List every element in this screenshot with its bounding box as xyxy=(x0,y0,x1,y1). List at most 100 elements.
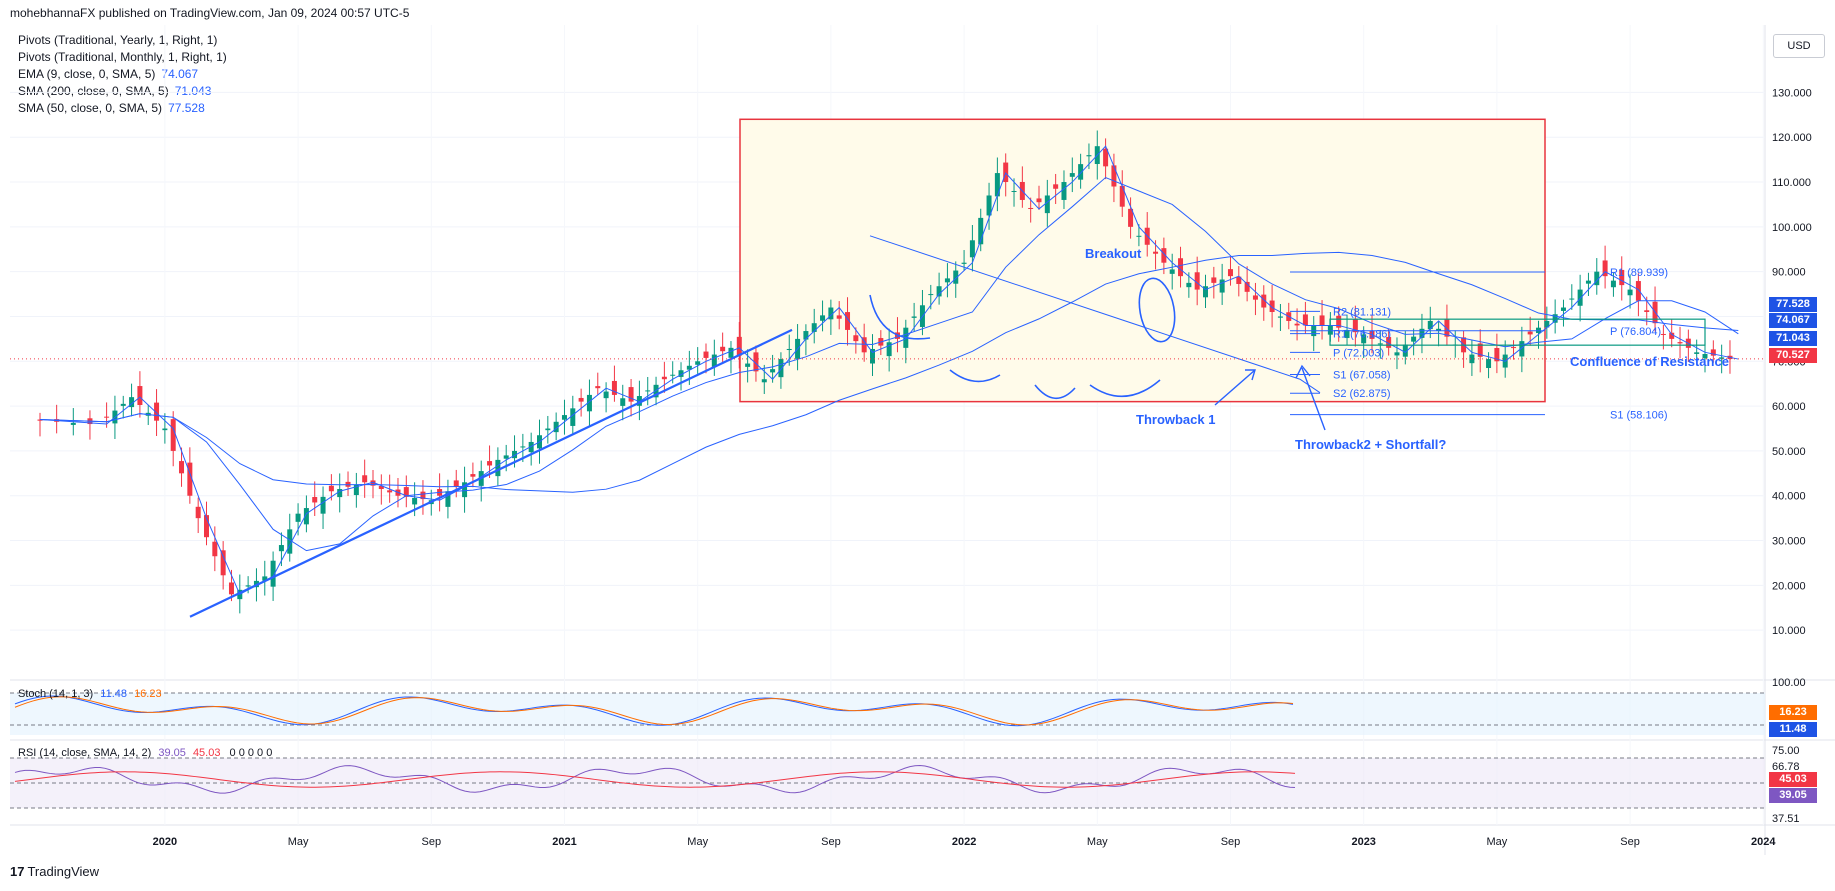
candle-body xyxy=(520,446,526,448)
candle-body xyxy=(1061,182,1067,200)
candle-body xyxy=(245,585,251,587)
candle-body xyxy=(170,419,176,451)
tradingview-logo[interactable]: 17 TradingView xyxy=(10,864,100,879)
candle-body xyxy=(1161,248,1167,263)
candle-body xyxy=(1386,337,1392,348)
uptrend-line xyxy=(189,328,793,618)
candle-body xyxy=(861,337,867,353)
y-tick-label: 40.000 xyxy=(1772,491,1806,503)
candle-body xyxy=(1136,235,1142,237)
candle-body xyxy=(1594,271,1600,286)
candle-body xyxy=(886,342,892,357)
candle-body xyxy=(1302,314,1308,326)
candle-body xyxy=(104,416,110,418)
candle-body xyxy=(445,491,451,507)
candle-body xyxy=(811,323,817,332)
candle-body xyxy=(561,415,567,420)
y-tick-label: 60.000 xyxy=(1772,401,1806,413)
x-tick-label: 2020 xyxy=(153,836,177,848)
y-tick-label: 10.000 xyxy=(1772,625,1806,637)
candle-body xyxy=(453,480,459,487)
monthly-pivot-label: S1 (67.058) xyxy=(1333,369,1390,381)
candle-body xyxy=(1277,316,1283,318)
candle-body xyxy=(1719,357,1725,359)
candle-body xyxy=(786,348,792,351)
x-tick-label: May xyxy=(1087,836,1108,848)
legend-ema[interactable]: EMA (9, close, 0, SMA, 5) 74.067 xyxy=(18,67,199,81)
candle-body xyxy=(403,487,409,497)
candle-body xyxy=(1511,347,1517,349)
last-price-tag: 70.527 xyxy=(1769,348,1817,363)
candle-body xyxy=(1394,352,1400,356)
candle-body xyxy=(628,387,634,402)
y-tick-label: 100.000 xyxy=(1772,222,1812,234)
candle-body xyxy=(545,428,551,431)
candle-body xyxy=(287,529,293,554)
monthly-pivot-label: P (72.003) xyxy=(1333,347,1384,359)
candle-body xyxy=(770,369,776,373)
y-tick-label: 110.000 xyxy=(1772,177,1811,189)
arrow-throwback1 xyxy=(1214,369,1256,406)
candle-body xyxy=(195,506,201,519)
legend-sma200[interactable]: SMA (200, close, 0, SMA, 5) 71.043 xyxy=(18,84,212,98)
monthly-pivot-label: S2 (62.875) xyxy=(1333,388,1390,400)
x-tick-label: May xyxy=(1487,836,1508,848)
candle-body xyxy=(1269,300,1275,312)
x-tick-label: Sep xyxy=(821,836,841,848)
legend-monthly-pivots[interactable]: Pivots (Traditional, Monthly, 1, Right, … xyxy=(18,50,227,64)
candle-body xyxy=(1577,289,1583,306)
candle-body xyxy=(262,576,268,581)
candle-body xyxy=(1644,310,1650,312)
candle-body xyxy=(570,408,576,426)
candle-body xyxy=(936,286,942,297)
candle-body xyxy=(1244,281,1250,292)
candle-body xyxy=(636,396,642,406)
candle-body xyxy=(1352,319,1358,333)
candle-body xyxy=(1619,269,1625,286)
arc-right-bottom xyxy=(1089,379,1161,398)
candle-body xyxy=(703,351,709,358)
candle-body xyxy=(378,485,384,490)
candle-body xyxy=(1544,320,1550,328)
candle-body xyxy=(1702,354,1708,359)
breakout-circle xyxy=(1138,277,1176,343)
monthly-pivot-label: R1 (76.186) xyxy=(1333,329,1391,341)
candle-body xyxy=(653,384,659,398)
candle-body xyxy=(129,397,135,408)
candle-body xyxy=(1402,344,1408,357)
candle-body xyxy=(1236,276,1242,284)
candle-body xyxy=(620,398,626,406)
stoch-k-tag: 11.48 xyxy=(1769,722,1817,737)
rsi-label[interactable]: RSI (14, close, SMA, 14, 2) 39.05 45.03 … xyxy=(18,747,273,759)
candle-body xyxy=(1444,319,1450,337)
candle-body xyxy=(1552,314,1558,323)
x-tick-label: May xyxy=(687,836,708,848)
rsi-axis-label: 37.51 xyxy=(1772,813,1800,825)
candle-body xyxy=(670,374,676,376)
candle-body xyxy=(969,240,975,258)
stoch-label[interactable]: Stoch (14, 1, 3) 11.48 16.23 xyxy=(18,688,162,700)
legend-yearly-pivots[interactable]: Pivots (Traditional, Yearly, 1, Right, 1… xyxy=(18,33,218,47)
candle-body xyxy=(528,441,534,453)
candle-body xyxy=(944,278,950,283)
sma-50-line xyxy=(39,176,1739,552)
candle-body xyxy=(303,508,309,525)
y-tick-label: 130.000 xyxy=(1772,87,1812,99)
arc-left-shoulder xyxy=(869,294,931,340)
currency-selector[interactable]: USD xyxy=(1773,34,1825,58)
candle-body xyxy=(553,421,559,433)
candle-body xyxy=(728,347,734,358)
candle-body xyxy=(37,419,43,421)
candle-body xyxy=(961,262,967,264)
candle-body xyxy=(270,560,276,587)
candle-body xyxy=(1361,334,1367,344)
candle-body xyxy=(204,515,209,538)
legend-sma50[interactable]: SMA (50, close, 0, SMA, 5) 77.528 xyxy=(18,101,205,115)
downtrend-line xyxy=(869,235,1301,380)
candle-body xyxy=(686,365,692,370)
candle-body xyxy=(1411,336,1417,342)
rsi-tag: 39.05 xyxy=(1769,788,1817,803)
candle-body xyxy=(1211,277,1217,283)
candle-body xyxy=(487,461,493,466)
